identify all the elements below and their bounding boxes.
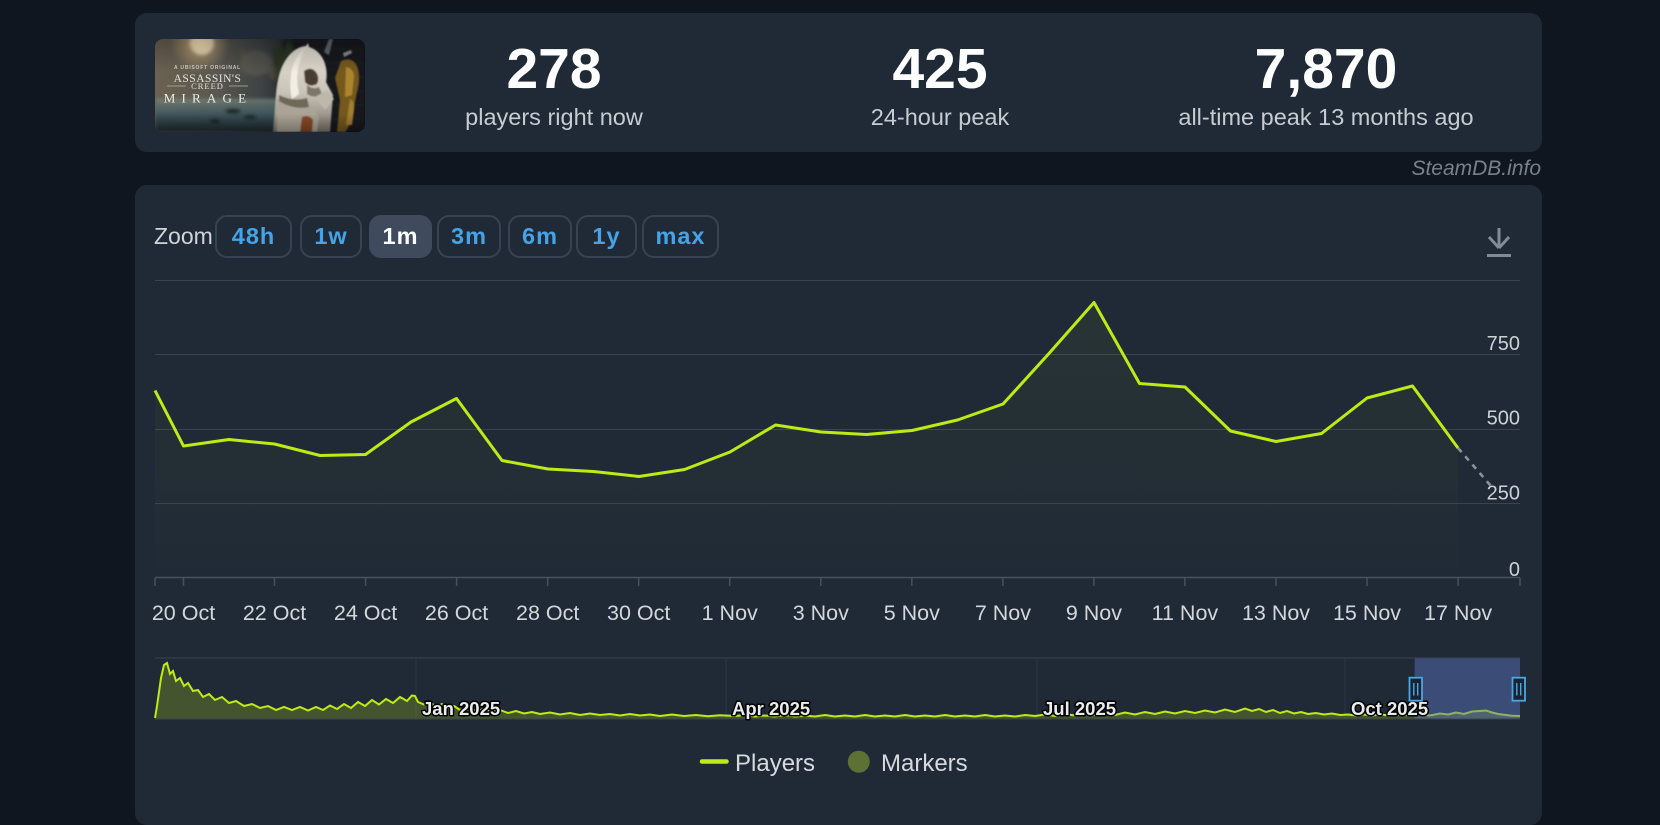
svg-text:Jul 2025: Jul 2025 — [1043, 698, 1116, 719]
svg-text:30 Oct: 30 Oct — [607, 601, 670, 625]
svg-text:15 Nov: 15 Nov — [1333, 601, 1401, 625]
svg-text:Apr 2025: Apr 2025 — [732, 698, 810, 719]
svg-text:5 Nov: 5 Nov — [884, 601, 940, 625]
svg-text:28 Oct: 28 Oct — [516, 601, 579, 625]
svg-text:17 Nov: 17 Nov — [1424, 601, 1492, 625]
svg-text:1 Nov: 1 Nov — [702, 601, 758, 625]
svg-text:Markers: Markers — [881, 750, 968, 777]
svg-text:750: 750 — [1487, 333, 1520, 355]
svg-text:9 Nov: 9 Nov — [1066, 601, 1122, 625]
svg-text:20 Oct: 20 Oct — [152, 601, 215, 625]
svg-text:MIRAGE: MIRAGE — [164, 91, 252, 106]
svg-text:11 Nov: 11 Nov — [1152, 601, 1219, 625]
svg-text:ASSASSIN'S: ASSASSIN'S — [174, 73, 242, 85]
svg-text:7 Nov: 7 Nov — [975, 601, 1031, 625]
svg-text:22 Oct: 22 Oct — [243, 601, 306, 625]
svg-text:13 Nov: 13 Nov — [1242, 601, 1310, 625]
svg-text:A UBISOFT ORIGINAL: A UBISOFT ORIGINAL — [174, 65, 241, 71]
svg-text:CREED: CREED — [191, 81, 224, 91]
svg-text:Jan 2025: Jan 2025 — [422, 698, 500, 719]
svg-text:26 Oct: 26 Oct — [425, 601, 488, 625]
svg-text:0: 0 — [1509, 559, 1520, 581]
svg-text:250: 250 — [1487, 483, 1520, 505]
svg-text:24 Oct: 24 Oct — [334, 601, 397, 625]
svg-text:Players: Players — [735, 750, 815, 777]
svg-text:500: 500 — [1487, 408, 1520, 430]
svg-text:3 Nov: 3 Nov — [793, 601, 849, 625]
